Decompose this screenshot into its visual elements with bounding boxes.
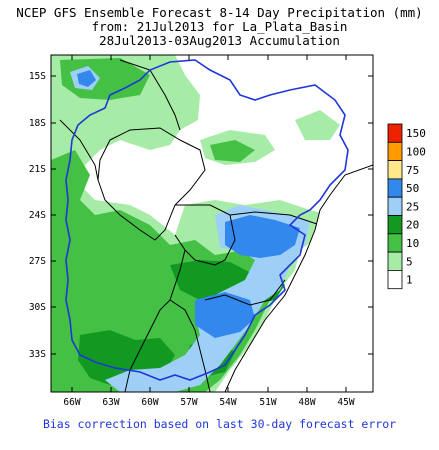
lon-label: 63W [102, 397, 119, 408]
precip-fill-layer [51, 55, 373, 392]
lat-label: 21S [29, 164, 46, 175]
lon-ticks [71, 55, 347, 392]
basin-outline [65, 59, 349, 381]
lon-label: 66W [63, 397, 80, 408]
lon-label: 54W [219, 397, 236, 408]
lon-labels: 66W 63W 60W 57W 54W 51W 48W 45W [63, 397, 354, 408]
lon-label: 51W [259, 397, 276, 408]
lat-label: 33S [29, 349, 46, 360]
legend-swatch [387, 233, 403, 253]
legend-label: 20 [406, 219, 419, 232]
lat-labels: 15S 18S 21S 24S 27S 30S 33S [29, 71, 46, 360]
precip-legend: 150 100 75 50 25 20 10 5 1 [387, 123, 426, 290]
legend-label: 50 [406, 182, 419, 195]
legend-swatch [387, 269, 403, 290]
ocean-coastline [224, 164, 373, 392]
bias-correction-note: Bias correction based on last 30-day for… [42, 417, 397, 431]
lon-label: 57W [180, 397, 197, 408]
legend-label: 10 [406, 237, 419, 250]
map-title: NCEP GFS Ensemble Forecast 8-14 Day Prec… [16, 5, 423, 20]
lat-label: 27S [29, 256, 46, 267]
legend-swatch [387, 215, 403, 235]
legend-swatch [387, 196, 403, 216]
lat-label: 15S [29, 71, 46, 82]
legend-label: 25 [406, 200, 419, 213]
lat-label: 30S [29, 302, 46, 313]
legend-swatch [387, 141, 403, 162]
legend-swatch [387, 178, 403, 198]
lat-ticks [51, 75, 373, 355]
legend-swatch [387, 123, 403, 143]
legend-label: 5 [406, 255, 413, 268]
lon-label: 48W [298, 397, 315, 408]
legend-label: 150 [406, 127, 426, 140]
legend-label: 1 [406, 274, 413, 287]
legend-label: 75 [406, 164, 419, 177]
legend-swatch [387, 251, 403, 271]
map-frame [50, 54, 374, 393]
map-subtitle-dates: from: 21Jul2013 for La_Plata_Basin [91, 19, 348, 34]
lat-label: 18S [29, 118, 46, 129]
lon-label: 45W [337, 397, 354, 408]
lon-label: 60W [141, 397, 158, 408]
legend-label: 100 [406, 145, 426, 158]
map-subtitle-accumulation: 28Jul2013-03Aug2013 Accumulation [99, 33, 340, 48]
political-borders [59, 59, 321, 392]
lat-label: 24S [29, 210, 46, 221]
legend-swatch [387, 160, 403, 180]
